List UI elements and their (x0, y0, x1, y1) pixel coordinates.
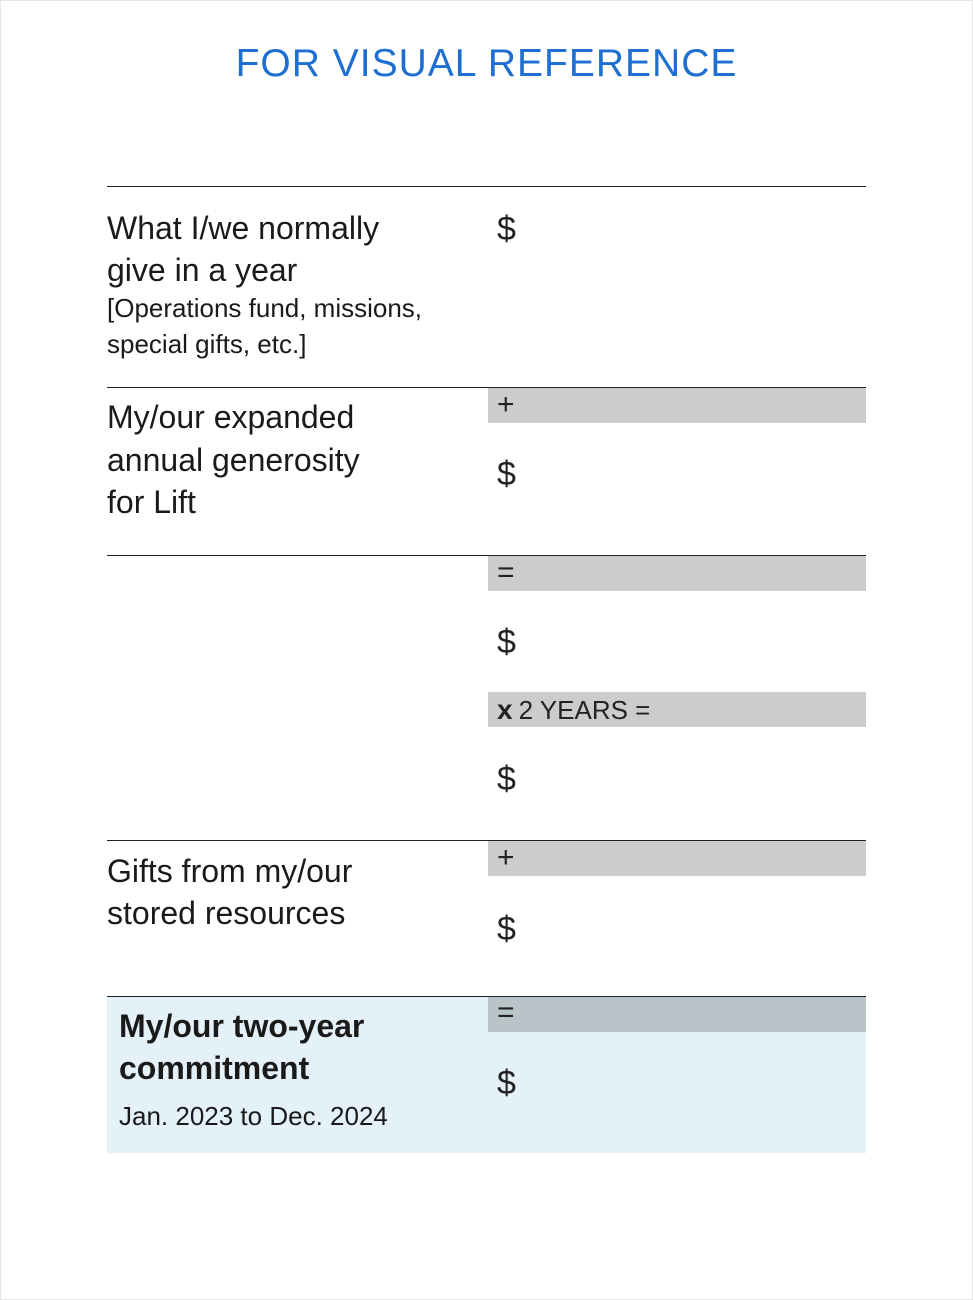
annual-total-amount-field[interactable]: $ (497, 623, 516, 661)
normal-giving-label-line2: give in a year (107, 252, 298, 288)
divider-rule (107, 840, 866, 841)
equals-operator: = (497, 996, 515, 1029)
normal-giving-note-line2: special gifts, etc.] (107, 329, 307, 359)
expanded-generosity-label-line3: for Lift (107, 484, 196, 520)
commitment-date-range: Jan. 2023 to Dec. 2024 (119, 1101, 388, 1131)
normal-giving-note-line1: [Operations fund, missions, (107, 293, 423, 323)
plus-operator-bar (488, 841, 866, 876)
commitment-label-line2: commitment (119, 1050, 310, 1086)
expanded-generosity-amount-field[interactable]: $ (497, 455, 516, 493)
page-title: FOR VISUAL REFERENCE (235, 42, 738, 85)
expanded-generosity-label-line2: annual generosity (107, 442, 360, 478)
multiply-operator: x (497, 694, 513, 725)
commitment-label-line1: My/our two-year (119, 1008, 365, 1044)
plus-operator: + (497, 841, 515, 874)
plus-operator: + (497, 388, 515, 421)
two-years-operator-bar (488, 692, 866, 727)
stored-resources-amount-field[interactable]: $ (497, 910, 516, 948)
normal-giving-amount-field[interactable]: $ (497, 210, 516, 248)
stored-resources-label-line1: Gifts from my/our (107, 853, 353, 889)
divider-rule (107, 996, 866, 997)
divider-rule (107, 555, 866, 556)
equals-operator-bar (488, 556, 866, 591)
equals-operator: = (497, 556, 515, 589)
commitment-amount-field[interactable]: $ (497, 1064, 516, 1102)
normal-giving-label-line1: What I/we normally (107, 210, 380, 246)
stored-resources-label-line2: stored resources (107, 895, 346, 931)
divider-rule (107, 186, 866, 187)
expanded-generosity-label-line1: My/our expanded (107, 399, 355, 435)
plus-operator-bar (488, 388, 866, 423)
divider-rule (107, 387, 866, 388)
equals-operator-bar (488, 997, 866, 1032)
two-years-label: 2 YEARS = (518, 695, 651, 725)
two-year-total-amount-field[interactable]: $ (497, 760, 516, 798)
